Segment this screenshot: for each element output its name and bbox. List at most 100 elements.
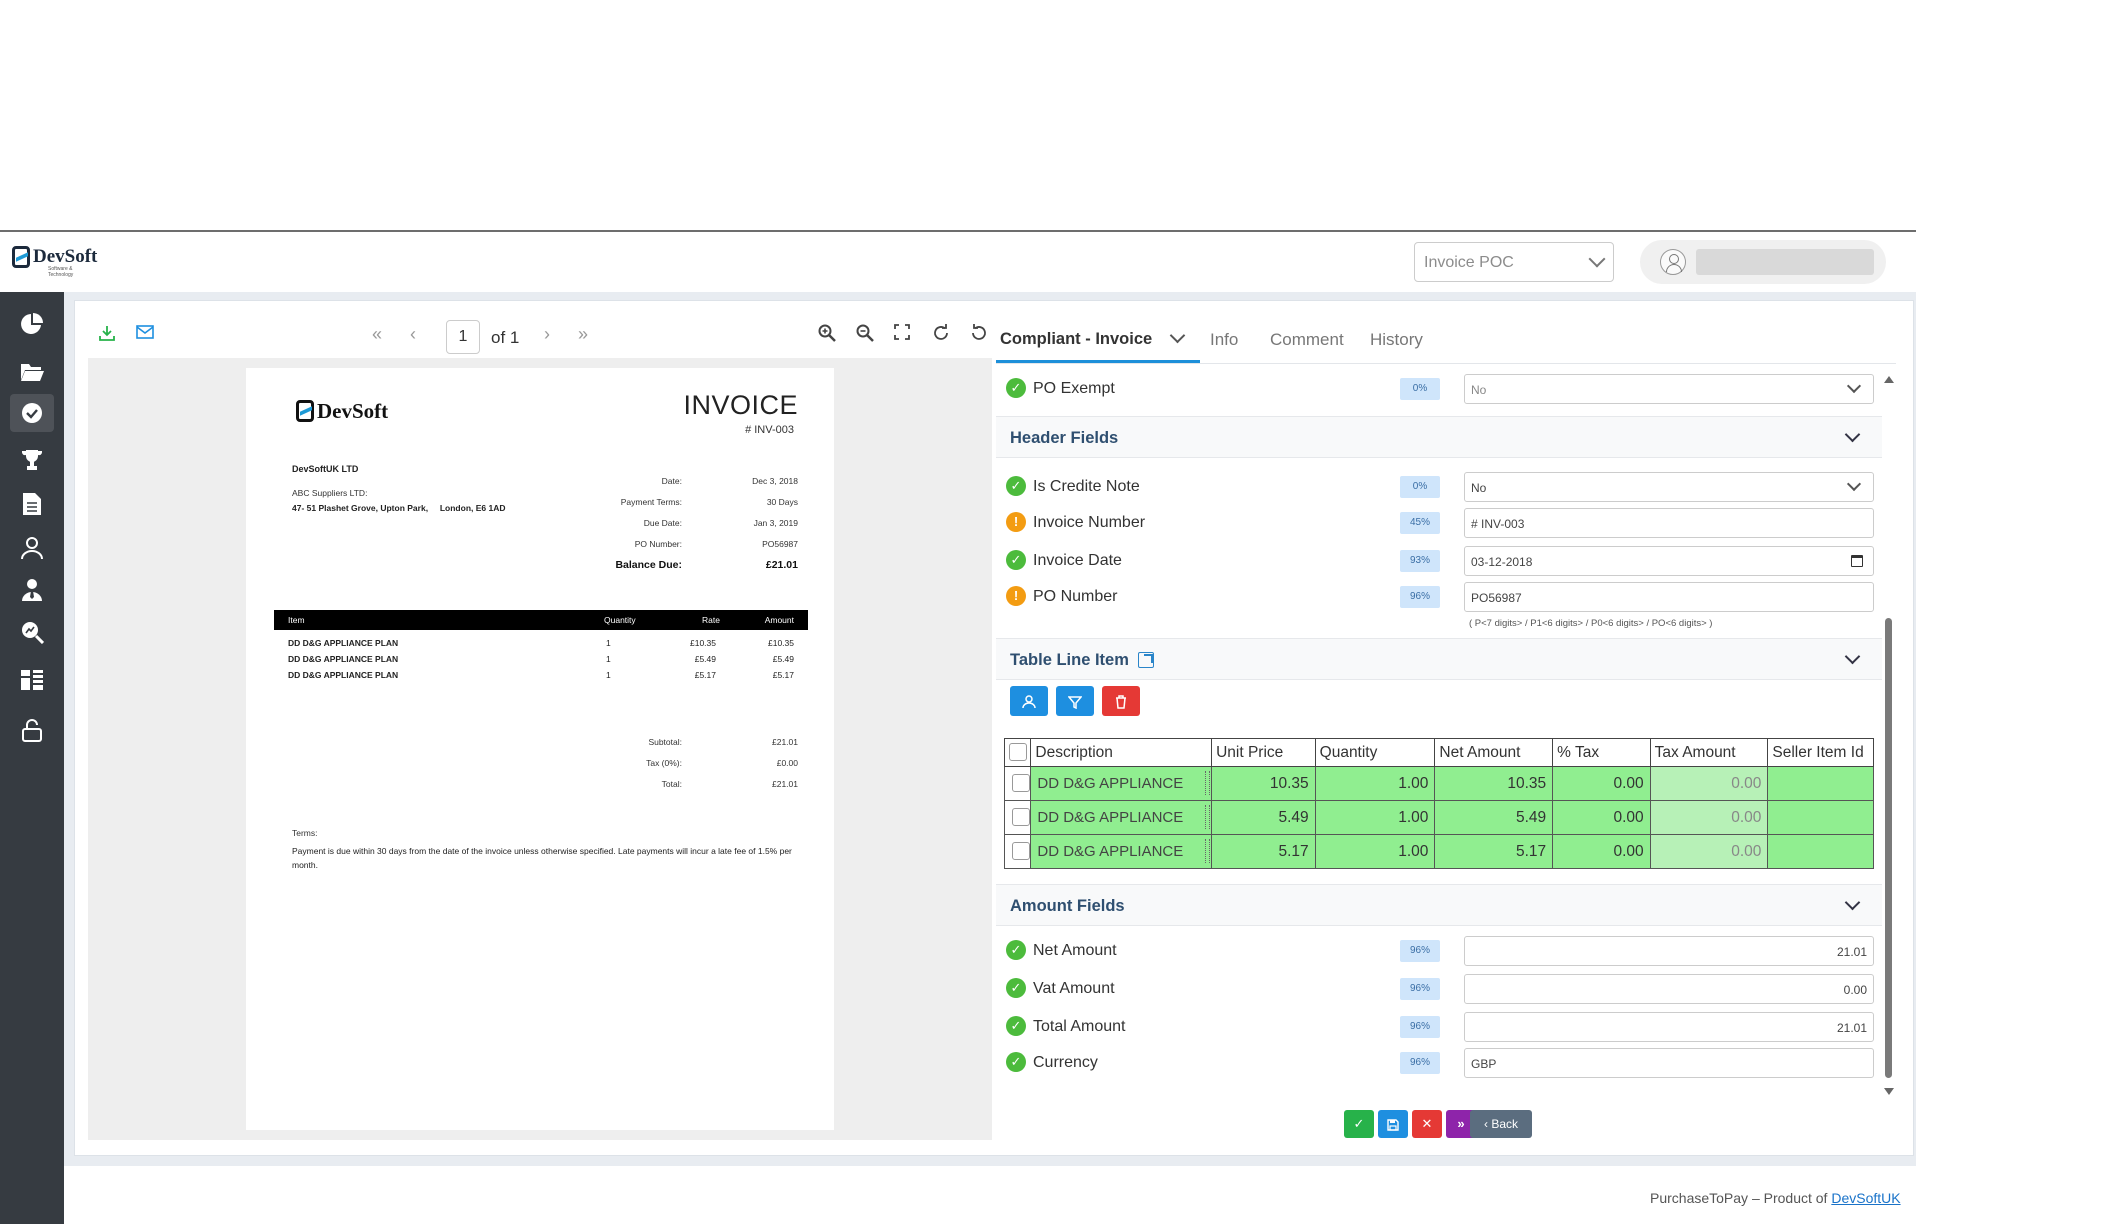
delete-button[interactable] — [1102, 686, 1140, 716]
table-row[interactable]: DD D&G APPLIANCE 10.35 1.00 10.35 0.00 0… — [1003, 766, 1874, 801]
row-checkbox[interactable] — [1012, 774, 1031, 793]
cell-tax-percent[interactable]: 0.00 — [1552, 834, 1651, 869]
cell-seller-item-id[interactable] — [1767, 834, 1874, 869]
invoice-date-input[interactable]: 03-12-2018 — [1464, 546, 1874, 576]
expand-icon[interactable] — [1138, 652, 1154, 668]
total-amount-input[interactable]: 21.01 — [1464, 1012, 1874, 1042]
column-header[interactable]: % Tax — [1552, 738, 1651, 767]
cell-unit-price[interactable]: 5.17 — [1211, 834, 1316, 869]
net-amount-input[interactable]: 21.01 — [1464, 936, 1874, 966]
cell-quantity[interactable]: 1.00 — [1314, 800, 1436, 835]
next-page-icon[interactable]: › — [544, 324, 550, 344]
form-scrollbar[interactable] — [1882, 372, 1894, 1100]
fit-screen-icon[interactable] — [894, 324, 910, 345]
po-number-input[interactable]: PO56987 — [1464, 582, 1874, 612]
cell-net-amount[interactable]: 5.49 — [1434, 800, 1554, 835]
search-analytics-icon[interactable] — [16, 616, 48, 648]
cell-description[interactable]: DD D&G APPLIANCE — [1030, 766, 1213, 801]
chevron-down-icon[interactable] — [1169, 327, 1186, 344]
lock-open-icon[interactable] — [16, 714, 48, 746]
save-button[interactable] — [1378, 1110, 1408, 1138]
column-header[interactable]: Description — [1030, 738, 1213, 767]
credit-note-select[interactable]: No — [1464, 472, 1874, 502]
zoom-out-icon[interactable] — [856, 324, 874, 347]
cell-tax-percent[interactable]: 0.00 — [1552, 800, 1651, 835]
first-page-icon[interactable]: « — [372, 324, 383, 344]
chevron-down-icon[interactable] — [1844, 894, 1861, 911]
cell-quantity[interactable]: 1.00 — [1314, 766, 1436, 801]
dashboard-icon[interactable] — [16, 308, 48, 340]
approve-button[interactable]: ✓ — [1344, 1110, 1374, 1138]
cell-text: DD D&G APPLIANCE — [1037, 843, 1184, 860]
calendar-icon[interactable] — [1851, 555, 1863, 567]
assign-user-button[interactable] — [1010, 686, 1048, 716]
user-icon[interactable] — [16, 532, 48, 564]
last-page-icon[interactable]: » — [578, 324, 589, 344]
cell-description[interactable]: DD D&G APPLIANCE — [1030, 800, 1213, 835]
document-icon[interactable] — [16, 488, 48, 520]
column-header[interactable]: Tax Amount — [1649, 738, 1769, 767]
column-header[interactable]: Unit Price — [1211, 738, 1316, 767]
cell-net-amount[interactable]: 5.17 — [1434, 834, 1554, 869]
cell-description[interactable]: DD D&G APPLIANCE — [1030, 834, 1213, 869]
cell-seller-item-id[interactable] — [1767, 766, 1874, 801]
table-row[interactable]: DD D&G APPLIANCE 5.49 1.00 5.49 0.00 0.0… — [1003, 800, 1874, 835]
rotate-counterclockwise-icon[interactable] — [970, 324, 988, 347]
currency-input[interactable]: GBP — [1464, 1048, 1874, 1078]
pdf-viewer[interactable]: DevSoft INVOICE # INV-003 DevSoftUK LTD … — [88, 358, 992, 1140]
user-menu[interactable] — [1640, 240, 1886, 284]
column-header[interactable]: Quantity — [1314, 738, 1436, 767]
cell-quantity[interactable]: 1.00 — [1314, 834, 1436, 869]
forms-icon[interactable] — [16, 664, 48, 696]
cell-unit-price[interactable]: 5.49 — [1211, 800, 1316, 835]
resize-handle[interactable] — [1205, 839, 1211, 863]
folder-open-icon[interactable] — [16, 356, 48, 388]
cell-text: DD D&G APPLIANCE — [1037, 809, 1184, 826]
vat-amount-input[interactable]: 0.00 — [1464, 974, 1874, 1004]
footer-link[interactable]: DevSoftUK — [1831, 1190, 1901, 1206]
scrollbar-thumb[interactable] — [1885, 618, 1892, 1078]
header-fields-section[interactable]: Header Fields — [996, 416, 1882, 458]
tab-info[interactable]: Info — [1210, 330, 1239, 349]
po-exempt-select[interactable]: No — [1464, 374, 1874, 404]
page-number-input[interactable]: 1 — [446, 320, 480, 354]
previous-page-icon[interactable]: ‹ — [410, 324, 416, 344]
table-line-item-section[interactable]: Table Line Item — [996, 638, 1882, 680]
download-icon[interactable] — [98, 324, 116, 347]
scroll-down-arrow-icon[interactable] — [1884, 1088, 1894, 1095]
column-header[interactable]: Net Amount — [1434, 738, 1554, 767]
item-rate: £5.17 — [694, 670, 716, 680]
amount-fields-section[interactable]: Amount Fields — [996, 884, 1882, 926]
tab-comment[interactable]: Comment — [1270, 330, 1344, 349]
row-checkbox[interactable] — [1012, 808, 1031, 827]
cell-net-amount[interactable]: 10.35 — [1434, 766, 1554, 801]
trophy-icon[interactable] — [16, 444, 48, 476]
cell-seller-item-id[interactable] — [1767, 800, 1874, 835]
back-button[interactable]: ‹ Back — [1470, 1110, 1532, 1138]
invoice-number-input[interactable]: # INV-003 — [1464, 508, 1874, 538]
row-checkbox-cell — [1003, 766, 1032, 801]
scroll-up-arrow-icon[interactable] — [1884, 376, 1894, 383]
logo-mark-icon — [12, 246, 30, 268]
project-select[interactable]: Invoice POC — [1414, 242, 1614, 282]
resize-handle[interactable] — [1205, 805, 1211, 829]
tab-compliant-invoice[interactable]: Compliant - Invoice — [1000, 330, 1153, 348]
email-icon[interactable] — [136, 324, 154, 345]
devsoft-logo[interactable]: DevSoft Software & Technology — [12, 246, 97, 278]
select-all-checkbox[interactable] — [1009, 743, 1027, 762]
row-checkbox[interactable] — [1012, 842, 1031, 861]
rotate-clockwise-icon[interactable] — [932, 324, 950, 347]
filter-button[interactable] — [1056, 686, 1094, 716]
chevron-down-icon[interactable] — [1844, 426, 1861, 443]
column-header[interactable]: Seller Item Id — [1767, 738, 1874, 767]
zoom-in-icon[interactable] — [818, 324, 836, 347]
table-row[interactable]: DD D&G APPLIANCE 5.17 1.00 5.17 0.00 0.0… — [1003, 834, 1874, 869]
check-circle-icon[interactable] — [10, 394, 54, 432]
resize-handle[interactable] — [1205, 771, 1211, 795]
cell-unit-price[interactable]: 10.35 — [1211, 766, 1316, 801]
cell-tax-percent[interactable]: 0.00 — [1552, 766, 1651, 801]
tab-history[interactable]: History — [1370, 330, 1423, 349]
user-tie-icon[interactable] — [16, 574, 48, 606]
chevron-down-icon[interactable] — [1844, 648, 1861, 665]
reject-button[interactable]: ✕ — [1412, 1110, 1442, 1138]
